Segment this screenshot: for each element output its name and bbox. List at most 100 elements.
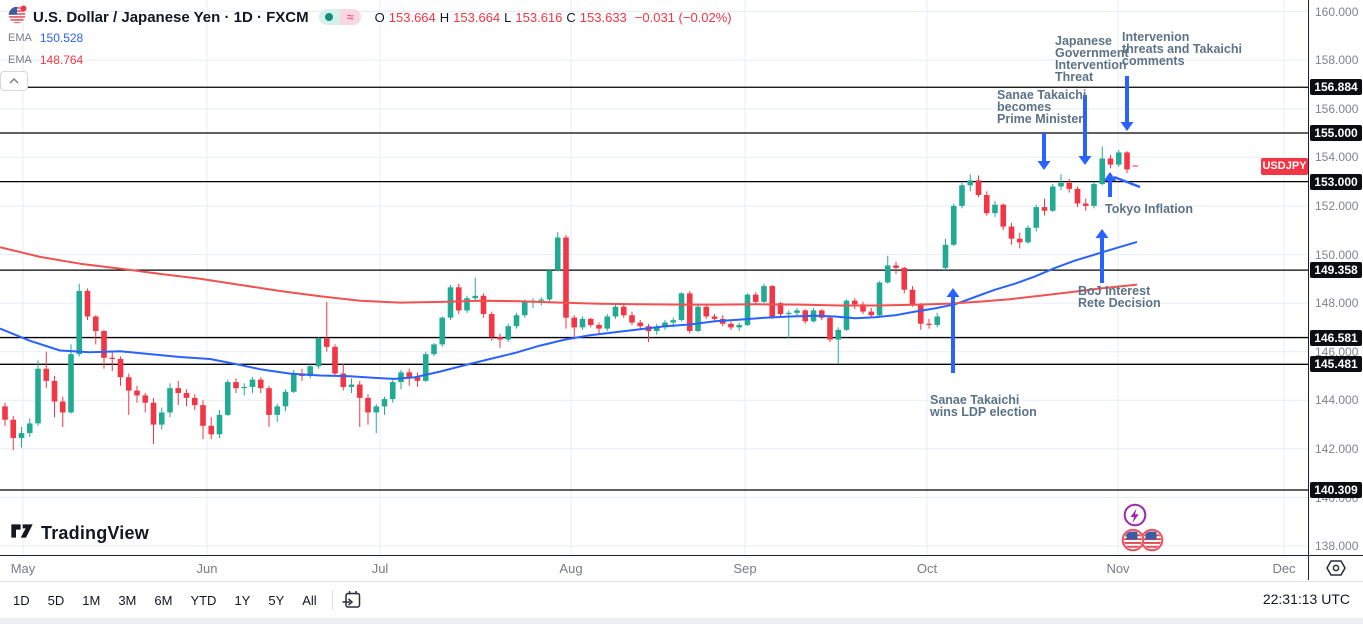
price-level-badge: 156.884 (1310, 79, 1362, 96)
candle-body (505, 326, 512, 340)
candle-body (538, 299, 545, 301)
range-button-1m[interactable]: 1M (75, 589, 107, 612)
annotation-text[interactable]: Tokyo Inflation (1105, 202, 1193, 216)
collapse-indicators-button[interactable] (0, 71, 28, 91)
candle-body (175, 388, 182, 394)
candle-body (917, 304, 924, 324)
annotation-arrow[interactable] (946, 288, 960, 373)
tradingview-logo-icon (10, 520, 34, 547)
price-tick: 144.000 (1315, 393, 1359, 408)
candle-body (1025, 227, 1031, 243)
axis-settings-icon[interactable] (1318, 558, 1354, 578)
range-selector: 1D 5D 1M 3M 6M YTD 1Y 5Y All (0, 589, 324, 612)
range-button-ytd[interactable]: YTD (183, 589, 223, 612)
candle-body (208, 425, 215, 435)
annotation-text[interactable]: Sanae Takaichi becomes Prime Minister (997, 88, 1086, 126)
symbol-title[interactable]: U.S. Dollar / Japanese Yen · 1D · FXCM (33, 8, 309, 26)
candle-body (703, 306, 710, 317)
annotation-arrow[interactable] (1103, 172, 1117, 197)
price-axis[interactable]: 160.000 158.000 156.000 154.000 152.000 150.0… (1309, 0, 1363, 555)
month-label-sep: Sep (733, 561, 757, 576)
indicator-row-ema-slow[interactable]: EMA 148.764 (8, 49, 732, 71)
candle-body (183, 393, 190, 398)
candle-body (959, 185, 965, 206)
annotation-arrow[interactable] (1037, 133, 1051, 170)
market-status-pill[interactable]: ≈ (318, 9, 361, 25)
range-button-6m[interactable]: 6M (147, 589, 179, 612)
range-button-5d[interactable]: 5D (41, 589, 72, 612)
annotation-arrow[interactable] (1078, 95, 1092, 165)
candle-body (1041, 207, 1048, 211)
candle-body (233, 382, 239, 389)
indicator-row-ema-fast[interactable]: EMA 150.528 (8, 27, 732, 49)
price-tick: 148.000 (1315, 296, 1359, 311)
ema-slow-line[interactable] (0, 246, 1138, 307)
candle-body (785, 312, 792, 315)
range-button-all[interactable]: All (295, 589, 323, 612)
event-markers[interactable] (1118, 501, 1168, 560)
ema-fast-line[interactable] (0, 240, 1138, 380)
candle-body (1115, 152, 1122, 165)
ema-slow-value: 148.764 (39, 53, 84, 67)
range-button-1d[interactable]: 1D (6, 589, 37, 612)
high-value: 153.664 (453, 9, 501, 25)
candle-body (860, 304, 866, 312)
candle-body (398, 372, 404, 383)
price-tick: 146.000 (1315, 344, 1359, 359)
candle-body (653, 327, 660, 332)
candle-body (134, 390, 140, 396)
candle-body (1016, 238, 1023, 243)
toolbar-divider (331, 590, 333, 610)
candle-body (10, 419, 17, 438)
candle-body (497, 337, 503, 340)
candle-body (274, 406, 281, 415)
candlestick-chart[interactable]: Sanae Takaichi becomes Prime Minister Japan… (0, 0, 1308, 555)
candle-body (150, 402, 157, 425)
annotation-arrow[interactable] (1120, 76, 1134, 131)
candle-body (76, 290, 83, 355)
month-label-nov: Nov (1106, 561, 1130, 576)
candle-body (480, 295, 487, 315)
high-label: H (439, 9, 450, 25)
ohlc-readout: O 153.664 H 153.664 L 153.616 C 153.633 … (375, 10, 732, 25)
annotation-text[interactable]: BoJ Interest Rete Decision (1078, 284, 1161, 310)
month-label-aug: Aug (559, 561, 583, 576)
chart-plot-area[interactable]: Sanae Takaichi becomes Prime Minister Japan… (0, 0, 1308, 555)
candle-body (612, 306, 619, 317)
annotation-arrow[interactable] (1095, 229, 1109, 283)
candle-body (224, 382, 231, 415)
annotation-text[interactable]: Japanese Government Intervention Threat (1055, 34, 1129, 84)
annotation-text[interactable]: Intervenion threats and Takaichi comments (1122, 30, 1242, 68)
candle-body (1049, 186, 1056, 211)
candle-body (769, 286, 776, 317)
price-tick: 160.000 (1315, 4, 1359, 19)
candle-body (266, 388, 272, 415)
candle-body (472, 295, 479, 299)
bottom-strip (0, 618, 1363, 624)
candle-body (26, 423, 33, 434)
time-axis[interactable]: May Jun Jul Aug Sep Oct Nov Dec (0, 556, 1308, 580)
market-open-dot-icon (318, 9, 340, 25)
annotation-text[interactable]: Sanae Takaichi wins LDP election (929, 393, 1037, 419)
candle-body (670, 320, 677, 323)
tradingview-watermark[interactable]: TradingView (10, 520, 149, 547)
price-tick: 138.000 (1315, 539, 1359, 554)
candle-body (950, 205, 957, 245)
candle-body (158, 412, 165, 425)
clock-utc[interactable]: 22:31:13 UTC (1262, 591, 1350, 607)
candle-body (686, 293, 693, 332)
candle-body (604, 316, 611, 329)
candle-body (513, 315, 520, 327)
range-button-1y[interactable]: 1Y (227, 589, 257, 612)
annotation-line[interactable] (1113, 175, 1141, 189)
open-label: O (374, 9, 385, 25)
candle-body (752, 294, 759, 302)
go-to-date-button[interactable] (341, 589, 363, 611)
range-button-3m[interactable]: 3M (111, 589, 143, 612)
candle-body (455, 287, 462, 311)
ema-fast-value: 150.528 (39, 31, 84, 45)
range-button-5y[interactable]: 5Y (261, 589, 291, 612)
us-flag-event-icon-2 (1140, 528, 1164, 552)
price-level-badge: 140.309 (1310, 481, 1362, 498)
candle-body (125, 377, 132, 391)
